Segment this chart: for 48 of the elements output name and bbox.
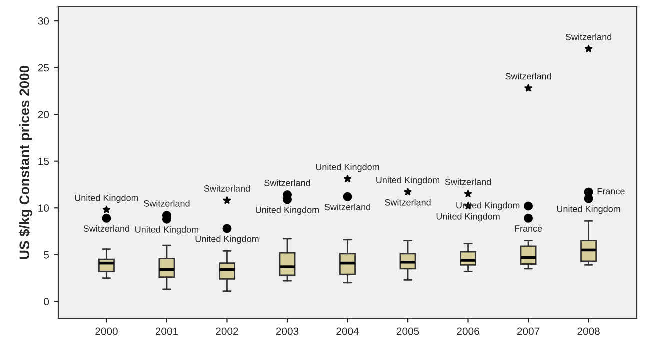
x-tick-label: 2006 (457, 328, 480, 336)
annotation: United Kingdom (436, 213, 500, 222)
annotation: France (598, 188, 625, 195)
x-tick-label: 2004 (336, 328, 360, 336)
point (222, 224, 232, 234)
point (343, 192, 352, 202)
annotation: Switzerland (204, 185, 250, 192)
annotation: Switzerland (324, 204, 370, 210)
x-tick-label: 2005 (396, 328, 420, 336)
point (404, 188, 412, 196)
annotation: Switzerland (84, 225, 130, 232)
x-tick-label: 2003 (276, 328, 299, 336)
annotation: United Kingdom (316, 164, 380, 172)
y-tick-label: 15 (38, 158, 50, 166)
annotation: United Kingdom (376, 176, 440, 186)
point (223, 196, 232, 204)
x-tick-label: 2002 (216, 328, 238, 336)
y-tick-label: 20 (38, 111, 50, 118)
annotation: United Kingdom (256, 206, 320, 216)
point (524, 214, 534, 223)
y-axis-title: US $/kg Constant prices 2000 (19, 66, 32, 260)
annotation: Switzerland (445, 178, 492, 186)
y-tick-label: 25 (38, 64, 50, 72)
annotation: Switzerland (566, 34, 612, 40)
x-tick-label: 2000 (96, 328, 118, 336)
x-tick-label: 2001 (156, 328, 178, 336)
point (524, 202, 534, 211)
annotation: Switzerland (506, 73, 552, 80)
point (344, 175, 352, 182)
point (464, 190, 472, 198)
point (102, 214, 112, 223)
y-tick-label: 30 (38, 18, 50, 25)
point (102, 206, 110, 214)
annotation: United Kingdom (136, 226, 198, 235)
annotation: Switzerland (264, 180, 310, 186)
annotation: United Kingdom (557, 206, 620, 214)
annotation: Switzerland (385, 199, 431, 206)
annotation: France (515, 226, 542, 232)
y-tick-label: 0 (44, 298, 50, 306)
point (524, 84, 532, 92)
y-tick-label: 10 (38, 204, 50, 212)
annotation: United Kingdom (75, 194, 138, 204)
point (585, 45, 593, 52)
x-tick-label: 2007 (517, 328, 540, 336)
x-tick-label: 2008 (578, 328, 600, 336)
annotation: United Kingdom (196, 236, 259, 244)
y-tick-label: 5 (44, 252, 50, 259)
annotation: Switzerland (144, 200, 190, 207)
